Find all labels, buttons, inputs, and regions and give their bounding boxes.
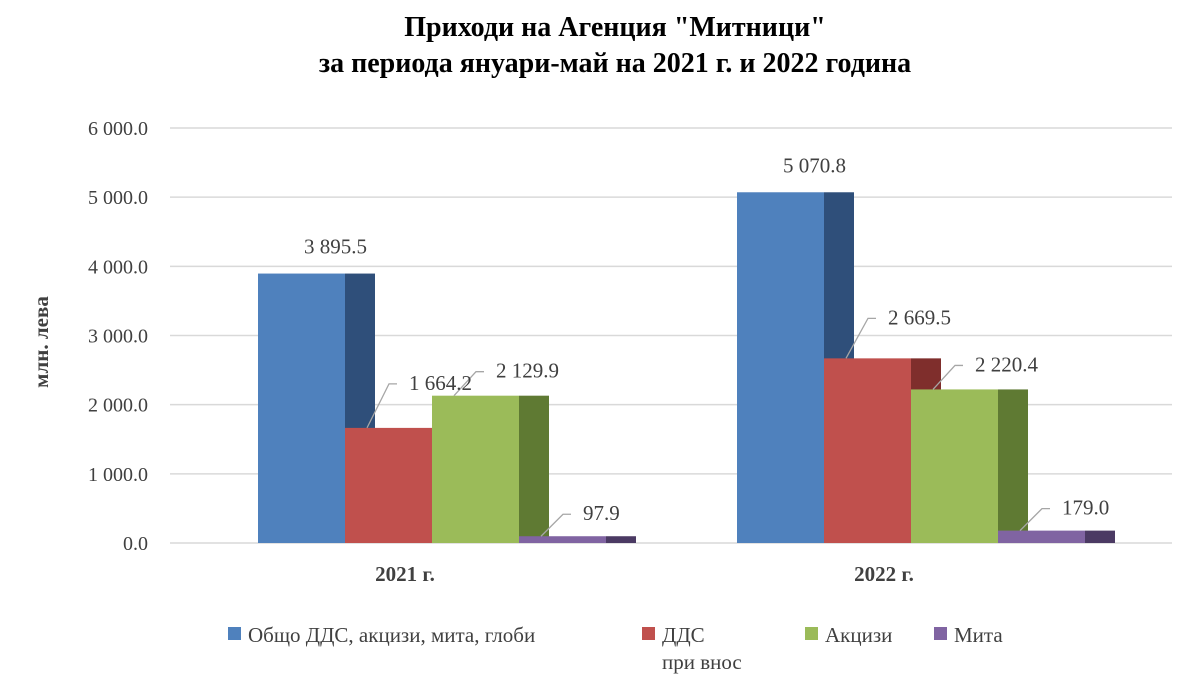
bars [258,192,1115,544]
chart-title-line1: Приходи на Агенция "Митници" [404,12,826,43]
data-label: 179.0 [1062,496,1109,520]
y-tick-label: 5 000.0 [88,187,148,209]
legend-label: Общо ДДС, акцизи, мита, глоби [248,623,535,647]
legend-label: ДДС [662,623,705,647]
bar-side [519,395,549,543]
x-category-label: 2022 г. [854,562,914,586]
data-label: 2 220.4 [975,352,1039,376]
leader-line [540,513,571,537]
data-labels: 3 895.5 1 664.2 2 129.9 97.9 5 070.8 2 669.5 2… [304,153,1109,525]
y-tick-label: 6 000.0 [88,118,148,140]
bar [519,536,606,543]
legend-swatch [805,627,818,640]
legend-swatch [228,627,241,640]
label-leaders [366,317,1050,537]
data-label: 5 070.8 [783,153,846,177]
bar-side [1085,530,1115,543]
leader-line [366,383,397,429]
bar [998,530,1085,543]
x-category-label: 2021 г. [375,562,435,586]
y-tick-label: 2 000.0 [88,395,148,417]
y-tick-label: 0.0 [123,533,148,555]
legend: Общо ДДС, акцизи, мита, глоби ДДС при внос… [228,623,1003,674]
bar [345,427,432,543]
leader-line [845,317,876,359]
chart-title-line2: за периода януари-май на 2021 г. и 2022 … [319,48,911,79]
y-axis-ticks: 0.0 1 000.0 2 000.0 3 000.0 4 000.0 5 000.0 6 … [88,118,148,555]
x-axis-categories: 2021 г. 2022 г. [375,562,914,586]
bar [911,389,998,543]
data-label: 2 129.9 [496,359,559,383]
y-tick-label: 1 000.0 [88,464,148,486]
data-label: 2 669.5 [888,305,951,329]
bar [258,273,345,543]
bar [737,192,824,544]
data-label: 3 895.5 [304,235,367,259]
leader-line [453,371,484,397]
legend-label: при внос [662,650,742,674]
data-label: 1 664.2 [409,371,472,395]
leader-line [1019,507,1050,532]
bar-side [606,536,636,543]
legend-label: Акцизи [825,623,892,647]
legend-swatch [934,627,947,640]
bar [824,358,911,543]
data-label: 97.9 [583,501,620,525]
y-tick-label: 4 000.0 [88,256,148,278]
legend-label: Мита [954,623,1003,647]
bar [432,395,519,543]
bar-side [998,389,1028,543]
y-axis-label: млн. лева [29,296,53,388]
leader-line [932,364,963,390]
legend-swatch [642,627,655,640]
y-tick-label: 3 000.0 [88,326,148,348]
